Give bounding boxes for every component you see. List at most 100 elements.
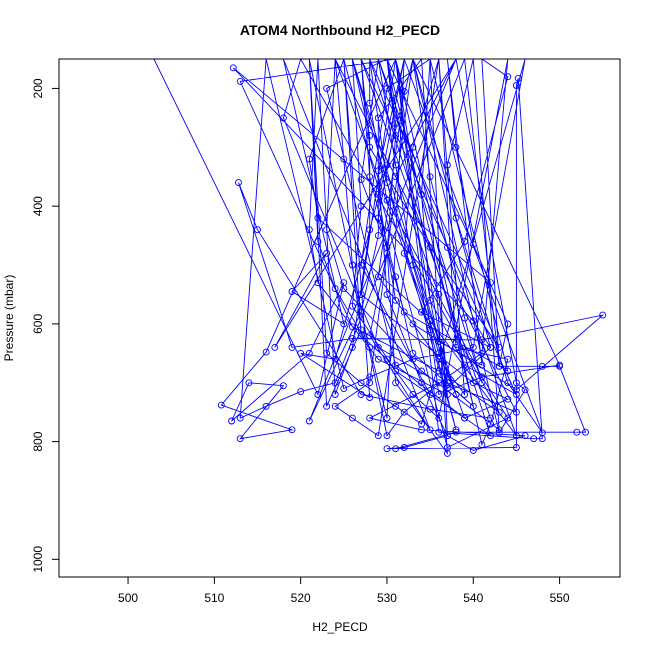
data-point (340, 320, 348, 328)
data-point (435, 367, 443, 375)
x-axis-label: H2_PECD (312, 620, 368, 634)
data-point (400, 249, 408, 257)
data-point (262, 402, 270, 410)
chart-title: ATOM4 Northbound H2_PECD (240, 22, 440, 38)
data-point (357, 261, 365, 269)
data-point (443, 243, 451, 251)
data-point (409, 355, 417, 363)
data-point (443, 373, 451, 381)
data-point (443, 161, 451, 169)
data-point (426, 391, 434, 398)
data-point (357, 391, 365, 398)
data-point (530, 435, 538, 443)
data-point (556, 362, 564, 370)
data-point (426, 243, 434, 251)
data-point (314, 214, 322, 222)
data-point (305, 349, 313, 357)
data-point (495, 408, 503, 416)
data-point (512, 391, 520, 398)
data-point (426, 426, 434, 434)
data-point (314, 391, 322, 398)
data-point (452, 428, 460, 436)
data-point (452, 214, 460, 222)
data-point (305, 155, 313, 163)
data-point (288, 343, 296, 351)
data-point (348, 323, 356, 331)
data-point (469, 402, 477, 410)
data-point (495, 343, 503, 351)
data-point (469, 379, 477, 387)
data-point (348, 414, 356, 422)
data-point (469, 317, 477, 325)
x-tick-label: 520 (291, 591, 311, 605)
data-point (504, 395, 512, 403)
data-point (495, 426, 503, 434)
data-point (512, 432, 520, 440)
data-point (348, 335, 356, 343)
data-point (288, 426, 296, 434)
data-point (366, 173, 374, 181)
series-line (153, 59, 605, 455)
data-point (392, 273, 400, 281)
data-point (331, 355, 339, 363)
data-point (487, 279, 494, 287)
data-point (323, 226, 331, 234)
data-point (392, 367, 400, 375)
data-point (599, 311, 607, 319)
data-point (374, 432, 382, 440)
y-tick-label: 1000 (31, 546, 45, 573)
data-point (348, 302, 356, 310)
data-point (392, 120, 400, 128)
data-point (512, 408, 520, 416)
data-point (331, 285, 339, 293)
data-point (374, 167, 382, 175)
data-point (348, 261, 356, 269)
data-point (435, 349, 443, 357)
data-point (461, 361, 469, 369)
data-point (487, 343, 494, 351)
data-point (331, 402, 339, 410)
data-point (435, 428, 443, 436)
data-point (418, 367, 425, 375)
data-point (504, 414, 512, 422)
data-point (366, 332, 374, 340)
data-point (340, 385, 348, 393)
data-point (357, 308, 365, 316)
y-tick-label: 800 (31, 431, 45, 451)
data-point (297, 388, 305, 396)
plot-area (153, 59, 607, 457)
data-point (392, 379, 400, 387)
data-point (443, 391, 451, 398)
y-tick-label: 200 (31, 78, 45, 98)
data-point (512, 386, 520, 394)
data-point (374, 190, 382, 198)
y-tick-label: 600 (31, 314, 45, 334)
data-point (217, 401, 225, 409)
data-point (495, 362, 503, 370)
data-point (418, 308, 425, 316)
data-point (314, 279, 322, 287)
data-point (383, 414, 391, 422)
data-point (478, 349, 486, 357)
data-point (383, 249, 391, 257)
data-point (383, 179, 391, 187)
data-point (262, 348, 270, 356)
data-point (323, 349, 331, 357)
data-point (305, 417, 313, 425)
data-point (452, 391, 460, 398)
data-point (538, 429, 546, 437)
data-point (236, 414, 244, 422)
data-point (504, 355, 512, 363)
data-point (374, 355, 382, 363)
data-point (392, 296, 400, 304)
data-point (392, 132, 400, 139)
data-point (504, 73, 512, 81)
data-point (426, 317, 434, 325)
data-point (435, 414, 443, 422)
data-point (288, 288, 296, 295)
data-point (366, 394, 374, 401)
data-point (512, 82, 520, 89)
data-point (443, 432, 451, 440)
data-point (495, 429, 503, 437)
